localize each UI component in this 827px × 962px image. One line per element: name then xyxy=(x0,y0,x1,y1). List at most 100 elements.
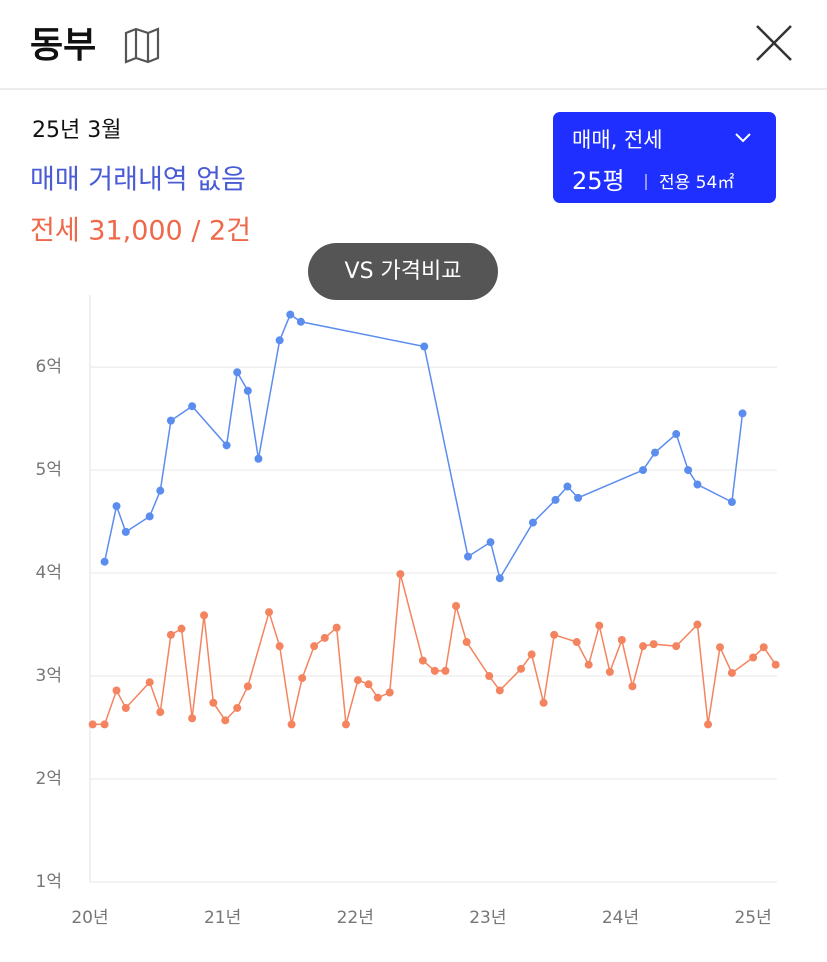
data-point xyxy=(672,642,681,651)
data-point xyxy=(286,310,295,319)
data-point xyxy=(222,441,231,450)
data-point xyxy=(243,386,252,395)
data-point xyxy=(112,502,121,511)
data-point xyxy=(353,676,362,685)
compare-label: VS 가격비교 xyxy=(345,259,462,284)
data-point xyxy=(177,624,186,633)
data-point xyxy=(486,538,495,547)
data-point xyxy=(287,720,296,729)
data-point xyxy=(704,720,713,729)
data-point xyxy=(563,482,572,491)
data-point xyxy=(715,643,724,652)
filter-dropdown[interactable]: 매매, 전세 25평 전용 54㎡ xyxy=(553,112,776,203)
data-point xyxy=(145,678,154,687)
date: 25년 3월 xyxy=(32,118,121,143)
data-point xyxy=(332,623,341,632)
data-point xyxy=(221,716,230,725)
data-point xyxy=(605,667,614,676)
data-point xyxy=(749,653,758,662)
y-tick-label: 5억 xyxy=(36,460,62,480)
data-point xyxy=(441,666,450,675)
data-point xyxy=(628,682,637,691)
data-point xyxy=(385,688,394,697)
data-point xyxy=(233,703,242,712)
data-point xyxy=(727,668,736,677)
data-point xyxy=(595,621,604,630)
x-tick-label: 21년 xyxy=(204,908,241,928)
data-point xyxy=(727,497,736,506)
data-point xyxy=(649,640,658,649)
data-point xyxy=(88,720,97,729)
data-point xyxy=(373,693,382,702)
data-point xyxy=(145,512,154,521)
data-point xyxy=(495,574,504,583)
data-point xyxy=(156,486,165,495)
data-point xyxy=(759,643,768,652)
data-point xyxy=(574,493,583,502)
data-point xyxy=(539,698,548,707)
data-point xyxy=(396,570,405,579)
data-point xyxy=(517,664,526,673)
data-point xyxy=(100,557,109,566)
data-point xyxy=(320,633,329,642)
data-point xyxy=(572,638,581,647)
filter-size: 25평 xyxy=(572,167,625,195)
data-point xyxy=(672,430,681,439)
data-point xyxy=(617,635,626,644)
data-point xyxy=(310,642,319,651)
data-point xyxy=(254,454,263,463)
data-point xyxy=(100,720,109,729)
price-chart: 1억 2억 3억 4억 5억 6억 20년 21년 22년 23년 24년 25년 xyxy=(36,295,780,928)
data-point xyxy=(693,620,702,629)
data-point xyxy=(430,666,439,675)
data-point xyxy=(684,466,693,475)
data-point xyxy=(420,342,429,351)
data-point xyxy=(650,448,659,457)
data-point xyxy=(364,680,373,689)
data-point xyxy=(418,656,427,665)
data-point xyxy=(693,480,702,489)
data-point xyxy=(166,630,175,639)
data-point xyxy=(188,402,197,411)
data-point xyxy=(298,674,307,683)
map-icon[interactable] xyxy=(124,27,160,64)
data-point xyxy=(495,686,504,695)
filter-type: 매매, 전세 xyxy=(572,128,663,152)
data-point xyxy=(166,416,175,425)
data-point xyxy=(528,518,537,527)
data-point xyxy=(527,650,536,659)
data-point xyxy=(188,714,197,723)
region-title: 동부 xyxy=(30,25,96,66)
data-point xyxy=(209,698,218,707)
y-tick-label: 4억 xyxy=(36,563,62,583)
data-point xyxy=(463,552,472,561)
data-point xyxy=(233,368,242,377)
data-point xyxy=(121,527,130,536)
y-tick-label: 1억 xyxy=(36,872,62,892)
x-tick-label: 24년 xyxy=(602,908,639,928)
data-point xyxy=(200,611,209,620)
x-tick-label: 20년 xyxy=(71,908,108,928)
data-point xyxy=(485,672,494,681)
data-point xyxy=(584,660,593,669)
data-point xyxy=(452,602,461,611)
y-tick-label: 6억 xyxy=(36,357,62,377)
data-point xyxy=(341,720,350,729)
x-tick-label: 25년 xyxy=(734,908,771,928)
series-line xyxy=(92,573,777,726)
data-point xyxy=(296,317,305,326)
lease-info: 전세 31,000 / 2건 xyxy=(30,216,251,247)
data-point xyxy=(551,495,560,504)
close-button[interactable] xyxy=(756,25,792,61)
data-point xyxy=(121,703,130,712)
x-tick-label: 23년 xyxy=(469,908,506,928)
compare-button[interactable]: VS 가격비교 xyxy=(308,243,498,300)
series-line xyxy=(103,313,744,581)
data-point xyxy=(462,638,471,647)
y-tick-label: 3억 xyxy=(36,666,62,686)
data-point xyxy=(275,642,284,651)
x-tick-label: 22년 xyxy=(337,908,374,928)
y-tick-label: 2억 xyxy=(36,769,62,789)
